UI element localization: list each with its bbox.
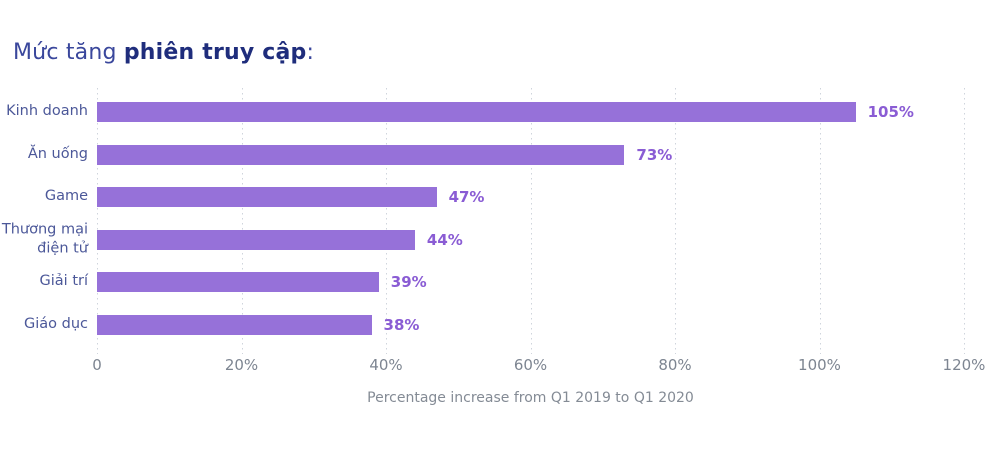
x-tick-label: 80% <box>658 356 692 374</box>
gridline <box>530 88 532 354</box>
x-axis-label: Percentage increase from Q1 2019 to Q1 2… <box>367 390 694 406</box>
bar <box>97 229 415 250</box>
gridline <box>964 88 965 354</box>
x-tick-label: 100% <box>798 356 841 374</box>
category-label: Kinh doanh <box>6 103 88 120</box>
bar-row: Giải trí 39% <box>0 261 1000 304</box>
x-tick-label: 120% <box>942 356 986 374</box>
x-tick-label: 0 <box>92 356 102 374</box>
bar <box>97 144 625 165</box>
category-label: Giải trí <box>39 273 88 290</box>
value-label: 44% <box>426 230 463 249</box>
bar <box>97 272 379 293</box>
gridline <box>241 88 243 354</box>
value-label: 105% <box>867 103 914 122</box>
category-label: Thương mại điện tử <box>1 221 88 257</box>
bar-row: Kinh doanh 105% <box>0 91 1000 134</box>
x-tick-label: 20% <box>224 356 259 374</box>
bar <box>97 187 437 208</box>
x-tick-label: 60% <box>513 356 548 374</box>
bar-row: Game 47% <box>0 176 1000 219</box>
category-label: Ăn uống <box>27 145 88 162</box>
value-label: 47% <box>448 188 485 207</box>
bar <box>97 102 856 123</box>
bar-row: Ăn uống 73% <box>0 134 1000 177</box>
category-label: Game <box>44 188 88 205</box>
bar-row: Giáo dục 38% <box>0 304 1000 347</box>
gridline <box>675 88 676 354</box>
chart-title-bold: phiên truy cập <box>123 40 307 65</box>
category-label: Giáo dục <box>24 315 88 332</box>
gridline <box>386 88 387 354</box>
bar-row: Thương mại điện tử 44% <box>0 219 1000 262</box>
chart-title-regular: Mức tăng <box>13 40 124 65</box>
chart-title: Mức tăng phiên truy cập: <box>13 40 314 65</box>
value-label: 38% <box>383 315 420 334</box>
x-tick-label: 40% <box>369 356 403 374</box>
gridline <box>819 88 821 354</box>
bar <box>97 314 372 335</box>
value-label: 73% <box>636 145 673 164</box>
chart-title-colon: : <box>306 40 315 65</box>
gridline <box>97 88 98 354</box>
value-label: 39% <box>390 273 427 292</box>
bar-rows: Kinh doanh 105% Ăn uống 73% Game 47% Thương mạ… <box>0 91 1000 346</box>
